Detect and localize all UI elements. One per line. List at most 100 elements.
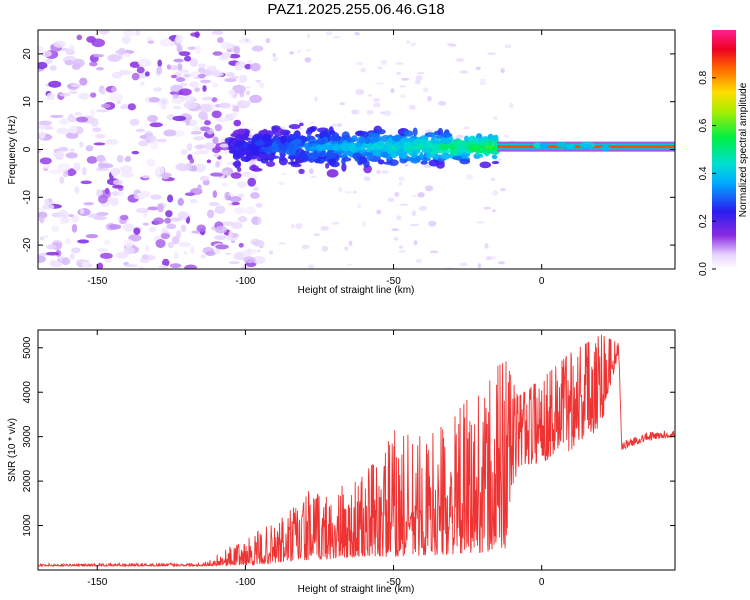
heatmap-cell (273, 146, 281, 153)
heatmap-cell (306, 126, 316, 133)
heatmap-cell (360, 67, 366, 73)
heatmap-cell (136, 66, 145, 74)
heatmap-cell (213, 153, 220, 158)
heatmap-cell (139, 134, 147, 139)
heatmap-cell (337, 186, 343, 193)
heatmap-cell (173, 58, 184, 63)
heatmap-cell (204, 71, 217, 75)
heatmap-cell (403, 130, 414, 137)
heatmap-cell (71, 214, 80, 223)
heatmap-cell (211, 97, 218, 103)
heatmap-cell (234, 65, 242, 71)
heatmap-cell (153, 217, 165, 225)
heatmap-cell (486, 52, 496, 55)
heatmap-cell (136, 192, 146, 198)
heatmap-cell (249, 94, 263, 104)
heatmap-cell (314, 96, 318, 102)
heatmap-cell (251, 164, 256, 168)
heatmap-cell (580, 141, 591, 148)
heatmap-cell (395, 151, 405, 156)
heatmap-cell (382, 110, 392, 117)
heatmap-cell (257, 153, 268, 159)
heatmap-cell (361, 131, 369, 138)
heatmap-cell (197, 73, 206, 79)
heatmap-cell (238, 242, 244, 248)
heatmap-cell (85, 233, 99, 239)
heatmap-cell (99, 252, 113, 259)
heatmap-cell (295, 119, 303, 124)
heatmap-cell (252, 255, 266, 265)
heatmap-cell (123, 239, 134, 248)
heatmap-cell (155, 239, 166, 248)
heatmap-cell (165, 210, 173, 218)
heatmap-cell (189, 199, 198, 204)
heatmap-cell (43, 234, 49, 239)
heatmap-cell (211, 30, 224, 35)
heatmap-cell (218, 102, 232, 109)
heatmap-cell (229, 196, 242, 203)
heatmap-cell (498, 261, 505, 265)
heatmap-cell (504, 44, 512, 49)
heatmap-cell (341, 163, 347, 172)
heatmap-cell (171, 236, 180, 245)
heatmap-cell (370, 143, 381, 150)
heatmap-cell (337, 123, 342, 128)
heatmap-cell (96, 154, 106, 163)
heatmap-cell (358, 155, 368, 165)
heatmap-cell (64, 237, 72, 245)
heatmap-cell (224, 191, 231, 201)
heatmap-cell (119, 214, 129, 221)
heatmap-cell (491, 161, 500, 165)
heatmap-cell (215, 161, 220, 168)
heatmap-cell (362, 221, 366, 227)
heatmap-cell (386, 146, 392, 155)
heatmap-cell (244, 137, 252, 141)
heatmap-cell (412, 194, 418, 198)
heatmap-cell (135, 207, 150, 214)
heatmap-cell (278, 157, 288, 166)
heatmap-cell (215, 244, 229, 250)
heatmap-cell (393, 136, 401, 142)
heatmap-cell (212, 136, 219, 145)
heatmap-cell (180, 224, 187, 233)
heatmap-cell (213, 235, 227, 241)
heatmap-cell (91, 38, 106, 48)
colorbar-label: Normalized spectral amplitude (738, 82, 749, 217)
heatmap-cell (79, 141, 84, 148)
heatmap-cell (233, 119, 242, 127)
heatmap-cell (398, 182, 403, 186)
heatmap-cell (278, 146, 285, 155)
heatmap-cell (96, 262, 104, 269)
heatmap-cell (232, 104, 236, 108)
heatmap-cell (69, 252, 75, 260)
heatmap-cell (487, 139, 493, 147)
heatmap-cell (73, 162, 81, 172)
heatmap-cell (259, 245, 264, 249)
heatmap-cell (64, 59, 74, 66)
heatmap-cell (39, 214, 45, 224)
snr-series (38, 334, 675, 568)
heatmap-cell (484, 242, 489, 249)
heatmap-cell (48, 169, 63, 174)
heatmap-cell (313, 233, 321, 237)
heatmap-cell (39, 157, 52, 165)
heatmap-cell (331, 144, 341, 152)
heatmap-cell (230, 133, 237, 137)
heatmap-cell (491, 154, 498, 160)
heatmap-cell (109, 197, 119, 207)
heatmap-cell (375, 82, 384, 85)
heatmap-cell (455, 134, 464, 139)
heatmap-cell (415, 258, 423, 264)
heatmap-cell (398, 176, 405, 182)
heatmap-cell (172, 93, 179, 100)
heatmap-cell (344, 246, 349, 251)
x-tick-label: -50 (386, 577, 401, 588)
heatmap-cell (155, 166, 165, 175)
heatmap-cell (92, 54, 104, 58)
y-tick-label: 20 (22, 48, 33, 60)
heatmap-cell (290, 224, 295, 229)
heatmap-cell (357, 203, 361, 209)
heatmap-cell (237, 166, 242, 173)
heatmap-cell (186, 143, 193, 152)
heatmap-cell (320, 225, 329, 231)
